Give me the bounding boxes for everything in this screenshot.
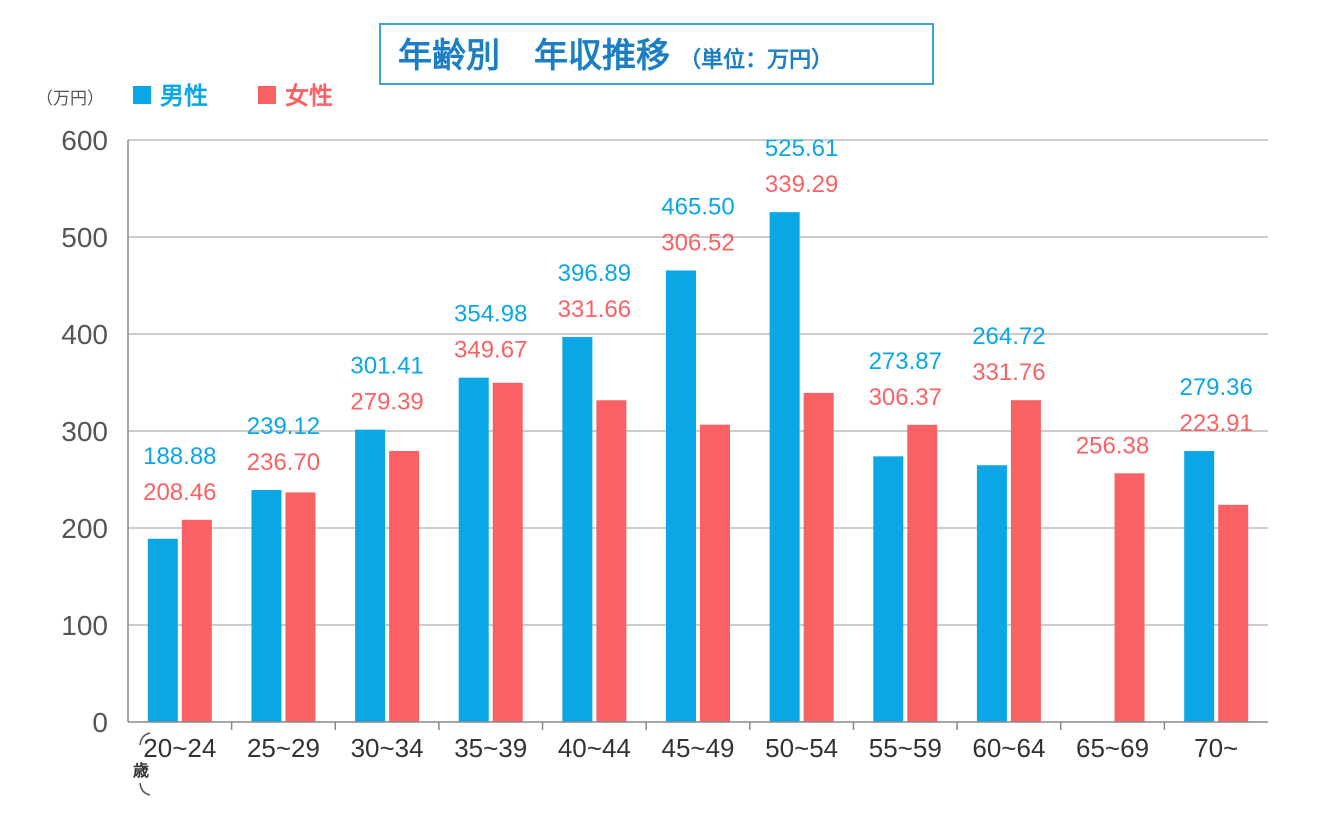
value-label-male: 273.87: [869, 348, 942, 375]
x-axis-unit: 歳: [133, 732, 151, 796]
value-label-male: 279.36: [1179, 374, 1252, 401]
x-tick-label: 45~49: [661, 733, 734, 763]
value-label-female: 339.29: [765, 171, 838, 198]
bar-female: [1114, 473, 1145, 722]
bar-female: [1010, 400, 1041, 722]
y-tick-label: 300: [61, 416, 108, 447]
x-tick-label: 65~69: [1076, 733, 1149, 763]
bar-female: [1218, 504, 1249, 722]
value-label-female: 236.70: [247, 449, 320, 476]
x-unit-bracket-top: [139, 732, 151, 746]
value-label-male: 396.89: [558, 260, 631, 287]
y-tick-label: 200: [61, 513, 108, 544]
value-label-male: 188.88: [143, 443, 216, 470]
value-label-male: 239.12: [247, 413, 320, 440]
x-tick-label: 55~59: [869, 733, 942, 763]
x-tick-label: 35~39: [454, 733, 527, 763]
bar-female: [700, 424, 730, 722]
value-labels: 208.46 188.88 236.70 239.12 279.39 301.41 349.…: [143, 135, 1253, 506]
bar-male: [147, 538, 178, 722]
bar-male: [562, 337, 593, 722]
chart-title-box: [379, 23, 934, 85]
y-tick-label: 0: [92, 707, 108, 738]
bar-male: [769, 212, 800, 722]
x-tick-label: 50~54: [765, 733, 838, 763]
value-label-male: 264.72: [972, 323, 1045, 350]
x-axis-unit-label: 歳: [133, 761, 149, 780]
bar-female: [907, 424, 938, 722]
x-axis-ticks: 20~24 25~29 30~34 35~39 40~44 45~49 50~54 55~59…: [143, 733, 1238, 763]
y-axis-unit: （万円）: [36, 89, 104, 109]
x-unit-bracket-bottom: [139, 782, 151, 796]
value-label-female: 331.76: [972, 359, 1045, 386]
bar-male: [355, 429, 386, 722]
bar-male: [1184, 451, 1215, 722]
chart-title-unit: （単位：万円）: [679, 47, 833, 73]
bar-female: [803, 392, 834, 722]
value-label-male: 301.41: [350, 353, 423, 380]
legend-female-label: 女性: [285, 82, 333, 110]
legend-female-swatch: [258, 86, 276, 104]
x-tick-label: 25~29: [247, 733, 320, 763]
chart-title-text: 年齢別 年収推移 （単位：万円）: [398, 36, 833, 76]
bar-female: [389, 450, 420, 722]
bar-female: [492, 382, 523, 722]
y-axis-ticks: 0 100 200 300 400 500 600: [61, 125, 108, 738]
value-label-female: 306.52: [661, 229, 734, 256]
x-tick-label: 20~24: [143, 733, 216, 763]
bar-male: [873, 456, 904, 722]
bar-male: [976, 465, 1007, 722]
value-label-female: 306.37: [869, 384, 942, 411]
y-tick-label: 100: [61, 610, 108, 641]
y-tick-label: 500: [61, 222, 108, 253]
x-tick-label: 40~44: [558, 733, 631, 763]
bar-female: [285, 492, 316, 722]
value-label-male: 354.98: [454, 301, 527, 328]
value-label-female: 331.66: [558, 296, 631, 323]
bar-female: [596, 400, 627, 722]
value-label-female: 279.39: [350, 389, 423, 416]
grid-lines: [128, 139, 1268, 626]
bar-male: [251, 490, 282, 722]
chart-title: 年齢別 年収推移: [398, 36, 670, 76]
value-label-female: 208.46: [143, 479, 216, 506]
bar-male: [666, 270, 696, 722]
x-tick-label: 70~: [1194, 733, 1238, 763]
bars: [147, 212, 1249, 722]
axes: [127, 140, 1268, 730]
x-tick-label: 60~64: [972, 733, 1045, 763]
value-label-male: 465.50: [661, 193, 734, 220]
bar-female: [181, 519, 212, 722]
value-label-female: 256.38: [1076, 432, 1149, 459]
legend-male-label: 男性: [160, 82, 208, 110]
y-tick-label: 400: [61, 319, 108, 350]
value-label-female: 223.91: [1179, 410, 1252, 437]
value-label-female: 349.67: [454, 337, 527, 364]
bar-male: [458, 377, 489, 722]
value-label-male: 525.61: [765, 135, 838, 162]
x-tick-label: 30~34: [351, 733, 424, 763]
y-tick-label: 600: [61, 125, 108, 156]
legend-male-swatch: [133, 86, 151, 104]
